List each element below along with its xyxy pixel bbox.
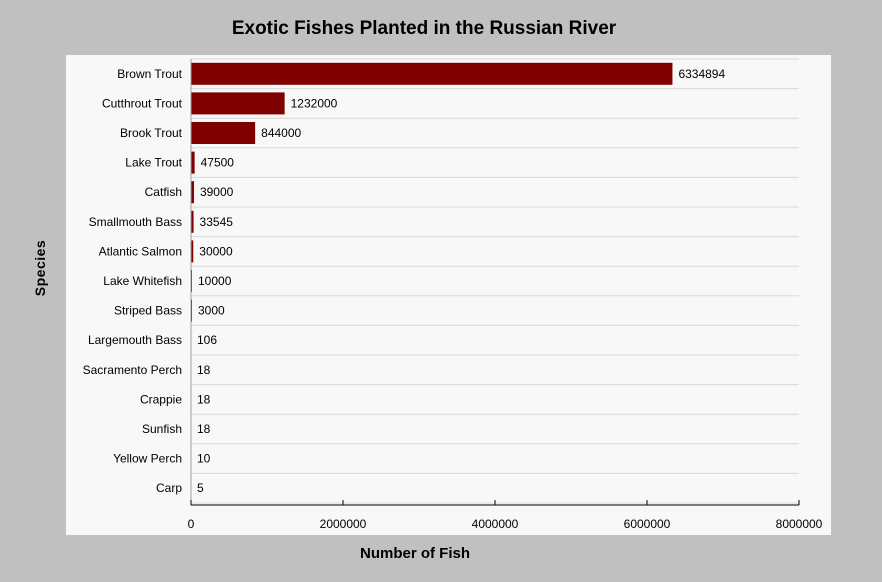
category-label: Smallmouth Bass [89, 215, 182, 229]
x-axis-label: Number of Fish [359, 545, 471, 562]
value-label: 844000 [261, 126, 301, 140]
x-tick-label: 6000000 [624, 517, 671, 531]
x-axis: 0 2000000 4000000 6000000 8000000 [188, 59, 823, 531]
value-label: 1232000 [291, 96, 338, 110]
category-label: Lake Trout [125, 156, 182, 170]
value-label: 18 [197, 422, 211, 436]
chart-title: Exotic Fishes Planted in the Russian Riv… [231, 18, 617, 39]
category-label: Sunfish [142, 422, 182, 436]
value-label: 18 [197, 363, 211, 377]
value-label: 47500 [201, 156, 235, 170]
bar [191, 92, 285, 115]
category-label: Brown Trout [117, 67, 182, 81]
value-label: 6334894 [678, 67, 725, 81]
category-label: Crappie [140, 392, 182, 406]
category-label: Sacramento Perch [83, 363, 182, 377]
category-label: Carp [156, 481, 182, 495]
value-label: 10000 [198, 274, 232, 288]
bar [191, 122, 256, 144]
category-label: Cutthrout Trout [102, 96, 183, 110]
bar [191, 151, 195, 174]
category-label: Lake Whitefish [103, 274, 182, 288]
x-tick-label: 2000000 [320, 517, 367, 531]
category-label: Catfish [145, 185, 182, 199]
value-label: 39000 [200, 185, 234, 199]
value-label: 30000 [199, 244, 233, 258]
value-labels: 6334894 1232000 844000 47500 39000 33545 30000… [197, 67, 725, 495]
value-label: 5 [197, 481, 204, 495]
x-tick-label: 8000000 [776, 517, 823, 531]
bar [191, 181, 194, 204]
category-labels: Brown Trout Cutthrout Trout Brook Trout Lak… [83, 67, 183, 495]
category-label: Yellow Perch [113, 452, 182, 466]
bars [191, 62, 673, 500]
bar [191, 240, 194, 263]
value-label: 3000 [198, 304, 225, 318]
value-label: 18 [197, 392, 211, 406]
category-label: Brook Trout [120, 126, 183, 140]
category-label: Atlantic Salmon [99, 244, 182, 258]
value-label: 106 [197, 333, 217, 347]
category-label: Striped Bass [114, 304, 182, 318]
x-tick-label: 0 [188, 517, 195, 531]
bar [191, 62, 673, 85]
category-label: Largemouth Bass [88, 333, 182, 347]
value-label: 10 [197, 452, 211, 466]
bar [191, 210, 194, 233]
value-label: 33545 [200, 215, 234, 229]
x-tick-label: 4000000 [472, 517, 519, 531]
